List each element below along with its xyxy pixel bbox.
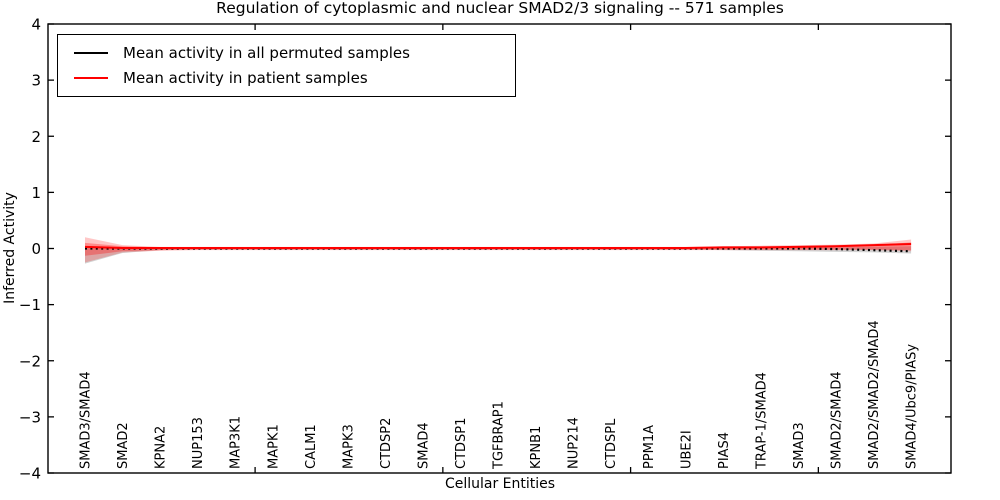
x-tick-label: KPNB1: [529, 426, 544, 469]
patient-std-band-outer: [85, 237, 912, 263]
x-tick-label: SMAD2/SMAD4: [830, 371, 845, 469]
x-tick-label: SMAD2: [116, 422, 131, 469]
legend-item-patient: Mean activity in patient samples: [58, 70, 515, 87]
legend-line-patient-icon: [74, 77, 108, 80]
legend-label-patient: Mean activity in patient samples: [123, 69, 368, 87]
x-tick-label: TGFBRAP1: [492, 401, 507, 470]
x-tick-label: CTDSPL: [604, 418, 619, 469]
y-tick-label: −1: [19, 296, 41, 314]
legend-line-permuted-icon: [74, 51, 108, 54]
y-tick-label: 0: [31, 240, 41, 258]
patient-std-band-inner: [85, 242, 912, 256]
legend-item-permuted: Mean activity in all permuted samples: [58, 43, 515, 62]
x-tick-label: SMAD4: [416, 422, 431, 469]
x-tick-label: PIAS4: [717, 432, 732, 469]
legend-label-permuted: Mean activity in all permuted samples: [123, 43, 410, 62]
x-axis-label: Cellular Entities: [444, 476, 556, 492]
x-tick-label: CTDSP2: [379, 418, 394, 469]
x-tick-label: SMAD4/Ubc9/PIASy: [905, 344, 920, 469]
x-tick-label: TRAP-1/SMAD4: [754, 372, 769, 470]
y-tick-label: 4: [31, 16, 41, 34]
x-tick-label: SMAD3/SMAD4: [79, 371, 94, 469]
y-tick-label: 3: [31, 72, 41, 90]
x-tick-label: MAPK1: [266, 424, 281, 469]
x-tick-label: PPM1A: [642, 425, 657, 469]
y-axis-label: Inferred Activity: [2, 192, 18, 304]
x-tick-label: KPNA2: [154, 426, 169, 469]
x-tick-label: SMAD3: [792, 422, 807, 469]
y-tick-label: 2: [31, 128, 41, 146]
x-tick-label: NUP214: [567, 417, 582, 469]
y-tick-label: −2: [19, 352, 41, 370]
x-tick-label: MAP3K1: [229, 416, 244, 469]
x-tick-label: CTDSP1: [454, 418, 469, 469]
chart-title: Regulation of cytoplasmic and nuclear SM…: [216, 0, 784, 17]
y-tick-label: 1: [31, 184, 41, 202]
x-tick-label: SMAD2/SMAD2/SMAD4: [867, 320, 882, 469]
legend: Mean activity in all permuted samples Me…: [57, 34, 516, 97]
patient-mean-line: [84, 243, 912, 249]
x-tick-label: UBE2I: [679, 430, 694, 469]
x-tick-label: MAPK3: [341, 424, 356, 469]
x-tick-label: CALM1: [304, 424, 319, 469]
x-tick-label: NUP153: [191, 417, 206, 469]
y-tick-label: −3: [19, 408, 41, 426]
y-tick-label: −4: [19, 465, 41, 483]
